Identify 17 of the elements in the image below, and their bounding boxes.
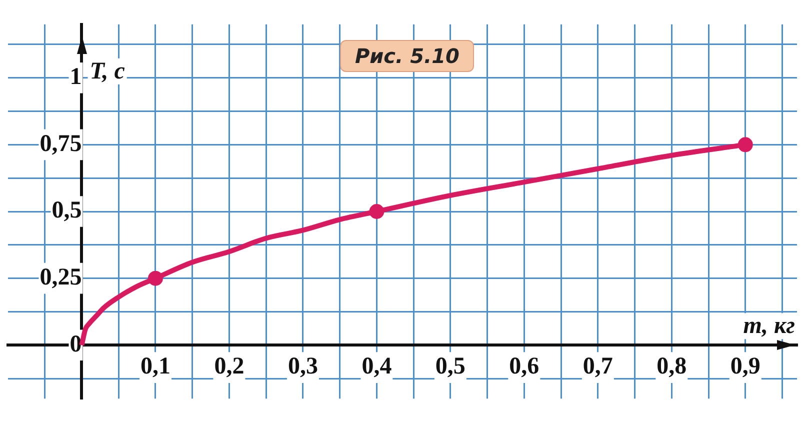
- x-axis-title: m, кг: [743, 313, 796, 340]
- y-tick-label: 0,5: [52, 198, 82, 224]
- x-tick-label: 0,5: [435, 354, 466, 380]
- y-tick-label: 0,75: [40, 130, 82, 157]
- x-tick-label: 0,6: [509, 354, 540, 380]
- x-tick-label: 0,4: [362, 354, 392, 380]
- annotation: Рис. 5.10: [340, 40, 474, 72]
- y-tick-label: 0: [70, 331, 82, 358]
- x-tick-label: 0,1: [140, 354, 170, 380]
- x-tick-label: 0,9: [730, 354, 760, 380]
- x-tick-label: 0,8: [656, 354, 687, 380]
- x-tick-label: 0,3: [288, 354, 318, 380]
- y-tick-label: 0,25: [40, 264, 82, 291]
- x-tick-label: 0,7: [582, 354, 613, 380]
- y-tick-label: 1: [70, 64, 82, 90]
- x-tick-label: 0,2: [214, 354, 244, 380]
- y-axis-title: T, с: [90, 58, 126, 84]
